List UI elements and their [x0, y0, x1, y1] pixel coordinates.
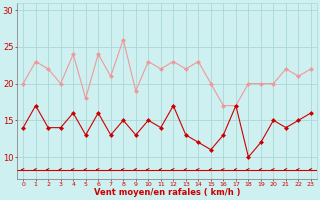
X-axis label: Vent moyen/en rafales ( km/h ): Vent moyen/en rafales ( km/h ) — [94, 188, 240, 197]
